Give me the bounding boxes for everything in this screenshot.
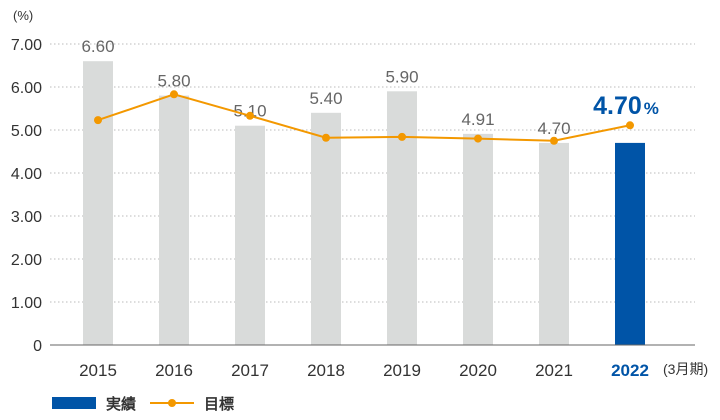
x-tick-label: 2022 [611, 361, 649, 380]
x-tick-label: 2020 [459, 361, 497, 380]
legend-target-marker [168, 399, 176, 407]
bar [539, 142, 569, 345]
legend-actual-swatch [52, 397, 96, 409]
y-tick-label: 3.00 [11, 209, 42, 226]
x-tick-label: 2016 [155, 361, 193, 380]
target-line-path [97, 93, 631, 142]
x-axis-ticks: 2015 2016 2017 2018 2019 2020 2021 2022 [79, 361, 649, 380]
target-point [322, 133, 330, 142]
y-axis-unit: (%) [13, 8, 33, 23]
target-point [626, 121, 634, 130]
bar [463, 133, 493, 345]
bar-value-label: 5.80 [157, 72, 190, 91]
target-point [474, 134, 482, 143]
target-point [398, 132, 406, 141]
y-tick-label: 4.00 [11, 166, 42, 183]
bar-value-label: 5.10 [233, 102, 266, 121]
bar [387, 91, 417, 345]
bar-value-label: 4.91 [461, 110, 494, 129]
x-tick-label: 2015 [79, 361, 117, 380]
target-line [94, 90, 634, 145]
bar [159, 95, 189, 345]
bar [615, 142, 645, 345]
x-axis-unit: (3月期) [663, 361, 708, 377]
target-point [170, 90, 178, 99]
bar-value-label: 4.70 [537, 119, 570, 138]
x-tick-label: 2018 [307, 361, 345, 380]
x-tick-label: 2021 [535, 361, 573, 380]
target-point [246, 111, 254, 120]
bar [235, 125, 265, 345]
legend-actual-label: 実績 [106, 395, 136, 413]
y-tick-label: 2.00 [11, 252, 42, 269]
bars [83, 61, 645, 345]
bar-value-label: 5.40 [309, 89, 342, 108]
bar-value-labels: 6.60 5.80 5.10 5.40 5.90 4.91 4.70 4.70% [81, 37, 658, 138]
bar [83, 61, 113, 345]
legend: 実績 目標 [52, 395, 234, 413]
y-tick-label: 6.00 [11, 80, 42, 97]
target-point [550, 136, 558, 145]
y-tick-label: 5.00 [11, 123, 42, 140]
y-tick-label: 7.00 [11, 37, 42, 54]
highlight-value-label: 4.70% [593, 92, 659, 120]
y-axis-ticks: 0 1.00 2.00 3.00 4.00 5.00 6.00 7.00 [11, 37, 42, 355]
bar-value-label: 5.90 [385, 67, 418, 86]
legend-target-label: 目標 [204, 395, 234, 413]
gridlines [50, 43, 695, 303]
bar [311, 112, 341, 345]
y-tick-label: 1.00 [11, 295, 42, 312]
bar-value-label: 6.60 [81, 37, 114, 56]
y-tick-label: 0 [33, 338, 42, 355]
target-point [94, 116, 102, 125]
x-tick-label: 2019 [383, 361, 421, 380]
x-tick-label: 2017 [231, 361, 269, 380]
